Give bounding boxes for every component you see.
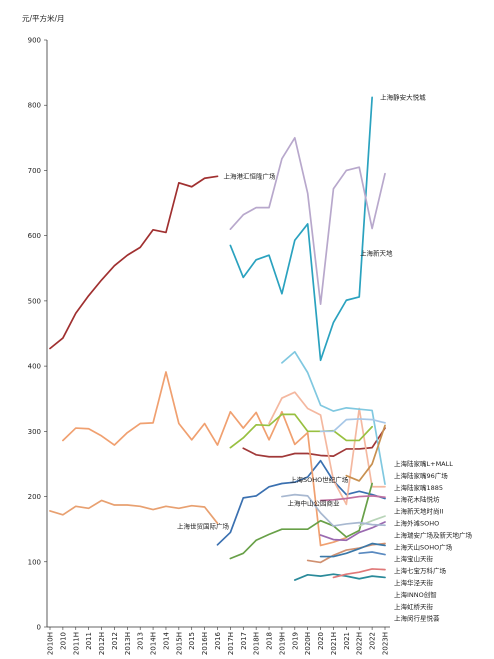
legend-entry: 上海陆家嘴1885 xyxy=(394,483,443,492)
series-line xyxy=(229,96,373,362)
series-5 xyxy=(49,499,219,525)
legend-entry: 上海华泾天街 xyxy=(394,578,434,587)
x-tick-label: 2018 xyxy=(266,632,274,650)
legend-entry: 上海INNO创智 xyxy=(394,590,437,599)
series-6 xyxy=(62,371,348,547)
series-15 xyxy=(306,542,386,564)
series-line xyxy=(319,542,386,558)
series-12 xyxy=(319,521,386,542)
series-19 xyxy=(332,568,386,579)
series-20 xyxy=(319,542,386,558)
legend-entry: 上海花木陆悦坊 xyxy=(394,495,440,504)
x-tick-label: 2013 xyxy=(137,632,145,650)
x-tick-label: 2016 xyxy=(214,631,222,649)
y-tick-label: 200 xyxy=(28,493,41,501)
x-tick-label: 2023H xyxy=(382,632,390,655)
x-tick-label: 2022 xyxy=(369,632,377,650)
x-tick-label: 2010 xyxy=(59,632,67,650)
x-tick-label: 2015 xyxy=(188,632,196,650)
y-tick-label: 700 xyxy=(28,167,41,175)
series-line xyxy=(216,459,386,546)
x-tick-label: 2013H xyxy=(124,632,132,655)
legend-entry: 上海陆家嘴96广场 xyxy=(394,471,448,480)
legend-entry: 上海天山SOHO广场 xyxy=(394,542,453,551)
legend-entry: 上海陆家嘴L+MALL xyxy=(394,459,453,468)
x-tick-label: 2014H xyxy=(150,632,158,655)
series-16 xyxy=(345,424,386,482)
series-line xyxy=(49,175,219,350)
series-2 xyxy=(229,136,386,305)
legend-entry: 上海闵行星悦荟 xyxy=(394,614,440,623)
x-tick-label: 2019 xyxy=(291,632,299,650)
series-line xyxy=(242,427,386,458)
x-tick-label: 2021 xyxy=(343,632,351,650)
x-tick-label: 2018H xyxy=(253,632,261,655)
series-label: 上海新天地 xyxy=(360,249,393,258)
x-tick-label: 2011 xyxy=(85,632,93,650)
series-3 xyxy=(242,427,386,458)
y-tick-label: 900 xyxy=(28,37,41,45)
x-tick-label: 2021H xyxy=(330,632,338,655)
y-tick-label: 600 xyxy=(28,232,41,240)
series-line xyxy=(229,136,386,305)
x-tick-label: 2016H xyxy=(201,632,209,655)
series-line xyxy=(268,391,386,506)
series-line xyxy=(62,371,348,547)
legend-entry: 上海虹桥天街 xyxy=(394,602,434,611)
series-line xyxy=(319,418,386,433)
series-line xyxy=(319,495,386,502)
series-line xyxy=(229,413,373,449)
x-tick-label: 2012 xyxy=(111,632,119,650)
series-label: 上海港汇恒隆广场 xyxy=(224,171,277,180)
x-tick-label: 2011H xyxy=(72,632,80,655)
legend-entry: 上海七宝万科广场 xyxy=(394,566,447,575)
y-tick-label: 0 xyxy=(37,624,41,632)
x-tick-label: 2015H xyxy=(175,632,183,655)
legend-entry: 上海宝山天街 xyxy=(394,554,434,563)
x-tick-label: 2020 xyxy=(317,632,325,650)
series-1 xyxy=(229,96,373,362)
x-tick-label: 2020H xyxy=(304,632,312,655)
series-18 xyxy=(358,551,386,556)
x-tick-label: 2022H xyxy=(356,632,364,655)
series-line xyxy=(358,551,386,556)
legend-entry: 上海新天地时尚II xyxy=(394,507,443,516)
x-tick-label: 2017H xyxy=(227,632,235,655)
series-line xyxy=(229,482,373,560)
x-tick-label: 2010H xyxy=(47,632,55,655)
series-layer xyxy=(49,96,386,581)
series-label: 上海静安大悦城 xyxy=(380,92,426,101)
series-11 xyxy=(319,418,386,433)
series-label: 上海中山公园商业 xyxy=(288,498,341,507)
y-axis-unit-label: 元/平方米/月 xyxy=(22,13,65,23)
series-21 xyxy=(281,493,386,527)
series-0 xyxy=(49,175,219,350)
axes: 0 100 200 300 400 500 600 700 800 900 2010H 2010 201… xyxy=(28,37,390,655)
series-label: 上海SOHO世纪广场 xyxy=(290,475,349,484)
x-tick-label: 2014 xyxy=(162,631,170,649)
series-line xyxy=(345,424,386,482)
y-tick-label: 100 xyxy=(28,558,41,566)
legend-entry: 上海外滩SOHO xyxy=(394,519,439,528)
series-14 xyxy=(358,515,386,527)
y-tick-label: 300 xyxy=(28,428,41,436)
series-label: 上海世贸国际广场 xyxy=(177,522,230,531)
y-tick-label: 500 xyxy=(28,297,41,305)
series-line xyxy=(49,499,219,525)
legend-entry: 上海瑞安广场及新天地广场 xyxy=(394,530,473,539)
series-line xyxy=(319,521,386,542)
x-tick-label: 2017 xyxy=(240,632,248,650)
x-tick-label: 2019H xyxy=(278,632,286,655)
series-13 xyxy=(319,495,386,502)
y-tick-label: 400 xyxy=(28,363,41,371)
x-tick-label: 2012H xyxy=(98,632,106,655)
y-tick-label: 800 xyxy=(28,102,41,110)
series-10 xyxy=(281,350,386,486)
